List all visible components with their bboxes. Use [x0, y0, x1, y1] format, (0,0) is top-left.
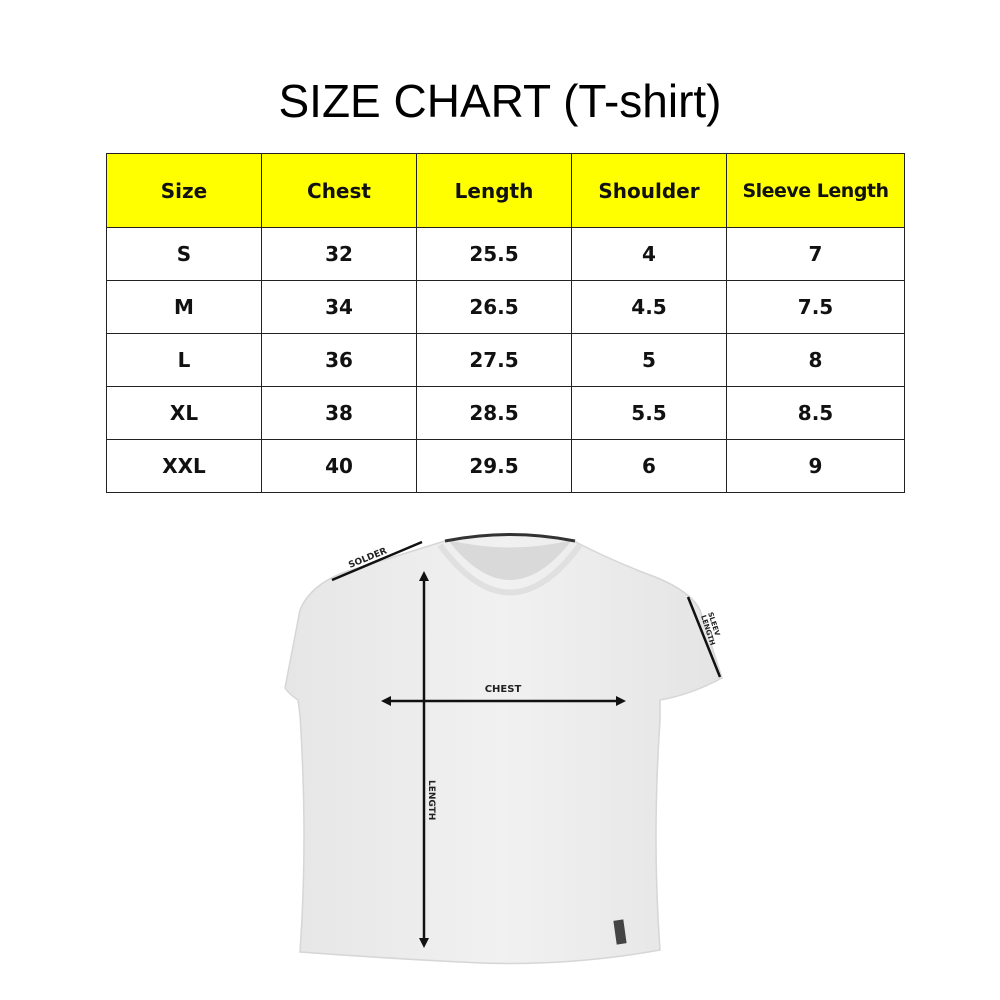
table-row: M 34 26.5 4.5 7.5	[106, 280, 905, 334]
cell-chest: 36	[261, 333, 417, 387]
table-row: L 36 27.5 5 8	[106, 333, 905, 387]
cell-size: XXL	[106, 439, 262, 493]
cell-length: 26.5	[416, 280, 572, 334]
cell-chest: 40	[261, 439, 417, 493]
size-table: Size Chest Length Shoulder Sleeve Length…	[106, 153, 905, 493]
cell-size: L	[106, 333, 262, 387]
length-label: LENGTH	[426, 780, 436, 820]
cell-shoulder: 5	[571, 333, 727, 387]
cell-length: 28.5	[416, 386, 572, 440]
cell-shoulder: 5.5	[571, 386, 727, 440]
cell-size: S	[106, 227, 262, 281]
cell-shoulder: 4	[571, 227, 727, 281]
cell-sleeve-length: 7	[726, 227, 905, 281]
chest-arrowhead-left	[381, 696, 391, 706]
cell-chest: 32	[261, 227, 417, 281]
cell-chest: 34	[261, 280, 417, 334]
length-arrowhead-top	[419, 571, 429, 581]
header-length: Length	[416, 153, 572, 228]
logo-tag	[613, 919, 627, 945]
cell-size: M	[106, 280, 262, 334]
cell-size: XL	[106, 386, 262, 440]
table-row: XL 38 28.5 5.5 8.5	[106, 386, 905, 440]
chest-label: CHEST	[485, 684, 522, 695]
cell-sleeve-length: 8.5	[726, 386, 905, 440]
chest-arrowhead-right	[616, 696, 626, 706]
cell-shoulder: 6	[571, 439, 727, 493]
sleeve-measure-line	[686, 596, 722, 678]
table-row: S 32 25.5 4 7	[106, 227, 905, 281]
cell-length: 29.5	[416, 439, 572, 493]
neckband	[437, 543, 583, 596]
cell-length: 25.5	[416, 227, 572, 281]
collar-inner	[448, 540, 572, 580]
cell-shoulder: 4.5	[571, 280, 727, 334]
header-chest: Chest	[261, 153, 417, 228]
collar-trim	[444, 533, 576, 543]
shoulder-measure-line	[331, 540, 423, 582]
length-arrowhead-bottom	[419, 938, 429, 948]
cell-sleeve-length: 7.5	[726, 280, 905, 334]
cell-sleeve-length: 8	[726, 333, 905, 387]
tshirt-body	[284, 534, 723, 965]
cell-length: 27.5	[416, 333, 572, 387]
page-title: SIZE CHART (T-shirt)	[278, 75, 722, 127]
table-header-row: Size Chest Length Shoulder Sleeve Length	[106, 153, 905, 228]
header-sleeve-length: Sleeve Length	[726, 153, 905, 228]
cell-sleeve-length: 9	[726, 439, 905, 493]
table-row: XXL 40 29.5 6 9	[106, 439, 905, 493]
header-size: Size	[106, 153, 262, 228]
